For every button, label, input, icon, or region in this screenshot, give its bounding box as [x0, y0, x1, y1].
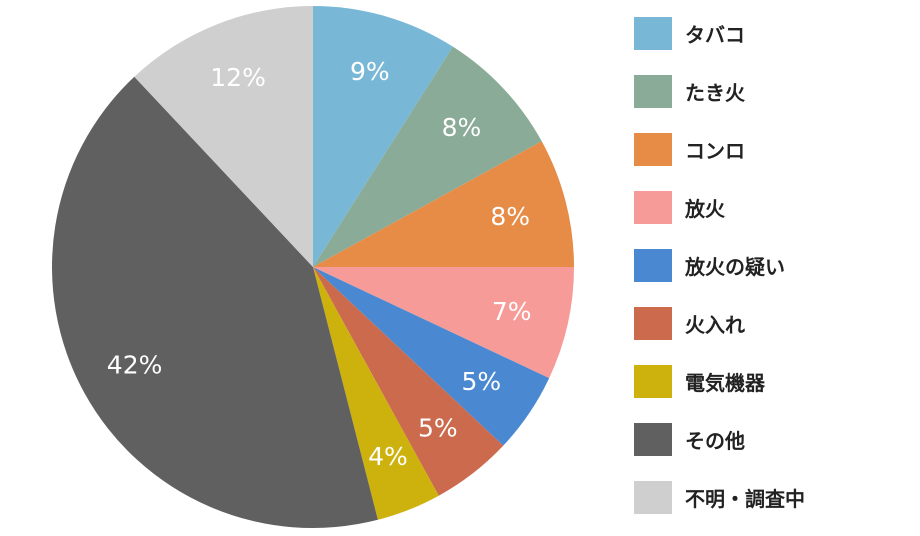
pie-slice-1	[313, 6, 453, 267]
legend-swatch	[634, 365, 672, 398]
legend-item-tobacco: タバコ	[634, 14, 914, 53]
legend-item-suspected-arson: 放火の疑い	[634, 246, 914, 285]
legend-label: コンロ	[685, 139, 745, 163]
slice-label-9: 12%	[210, 63, 266, 92]
legend: タバコ たき火 コンロ 放火 放火の疑い 火入れ 電気機器 その他 不明・調査中	[634, 14, 914, 536]
slice-label-3: 8%	[490, 202, 530, 231]
pie-slice-4	[313, 267, 574, 379]
legend-item-controlled-burn: 火入れ	[634, 304, 914, 343]
pie-slice-3	[313, 141, 574, 267]
legend-swatch	[634, 423, 672, 456]
legend-item-other: その他	[634, 420, 914, 459]
legend-label: タバコ	[685, 23, 745, 47]
legend-label: 火入れ	[685, 313, 745, 337]
pie-slice-9	[134, 6, 313, 267]
legend-swatch	[634, 75, 672, 108]
legend-swatch	[634, 249, 672, 282]
slice-label-1: 9%	[350, 57, 390, 86]
legend-label: たき火	[685, 81, 745, 105]
legend-label: 放火の疑い	[685, 255, 785, 279]
pie-slice-7	[313, 267, 439, 520]
pie-slice-2	[313, 46, 542, 267]
slice-label-6: 5%	[418, 413, 458, 442]
legend-item-arson: 放火	[634, 188, 914, 227]
slice-label-7: 4%	[368, 442, 408, 471]
legend-label: その他	[685, 429, 745, 453]
legend-label: 不明・調査中	[685, 487, 805, 511]
pie-chart: 9% 8% 8% 7% 5%5% 4% 42% 12%	[52, 6, 574, 528]
legend-swatch	[634, 307, 672, 340]
slice-label-5: 5%	[462, 367, 502, 396]
slice-label-8: 42%	[107, 351, 163, 380]
legend-label: 放火	[685, 197, 725, 221]
legend-item-electrical: 電気機器	[634, 362, 914, 401]
legend-swatch	[634, 17, 672, 50]
legend-swatch	[634, 191, 672, 224]
pie-slice-6	[313, 267, 504, 496]
legend-label: 電気機器	[685, 371, 765, 395]
slice-label-2: 8%	[442, 113, 482, 142]
pie-slice-5	[313, 267, 550, 446]
slice-label-4: 7%	[492, 297, 532, 326]
legend-item-unknown: 不明・調査中	[634, 478, 914, 517]
legend-item-bonfire: たき火	[634, 72, 914, 111]
legend-item-stove: コンロ	[634, 130, 914, 169]
legend-swatch	[634, 481, 672, 514]
legend-swatch	[634, 133, 672, 166]
pie-slice-8	[52, 76, 378, 528]
